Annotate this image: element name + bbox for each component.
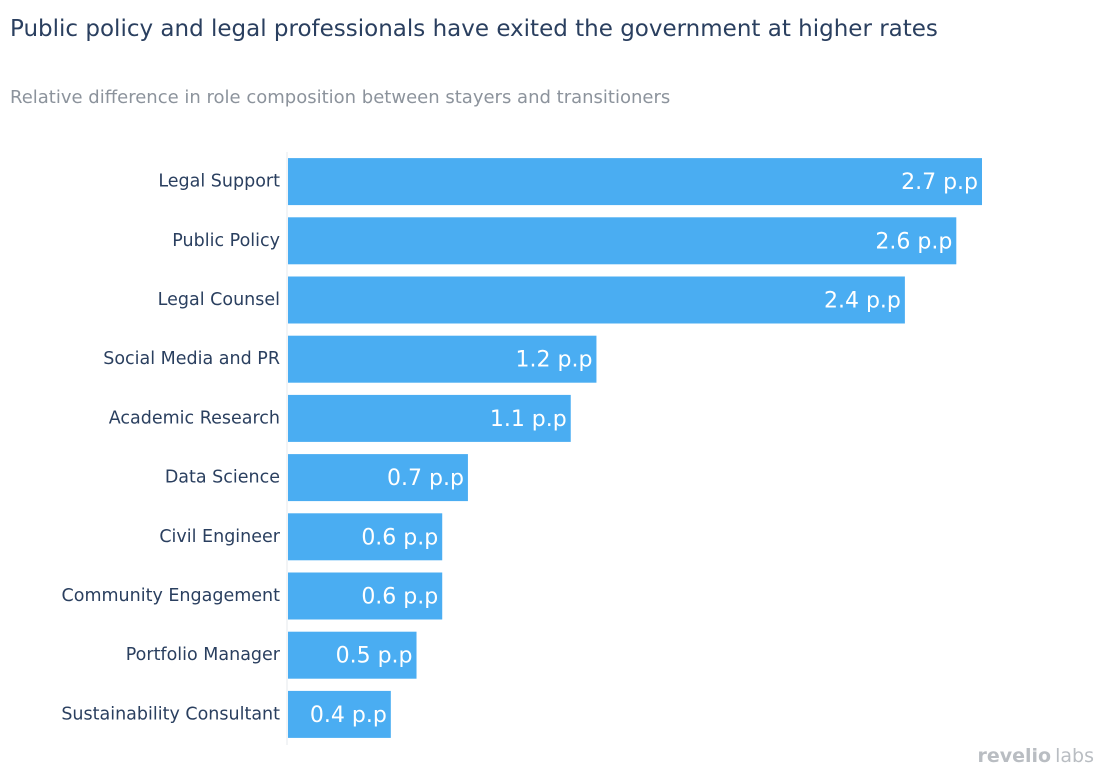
bar xyxy=(288,690,391,738)
bars-group: Legal Support 2.7 p.p Public Policy 2.6 p.p… xyxy=(61,158,982,738)
category-label: Data Science xyxy=(165,468,280,488)
value-label: 0.6 p.p xyxy=(361,525,438,550)
category-label: Portfolio Manager xyxy=(126,645,281,665)
value-label: 2.7 p.p xyxy=(901,170,978,195)
value-label: 2.4 p.p xyxy=(824,289,901,314)
bar xyxy=(288,631,417,679)
category-label: Community Engagement xyxy=(62,586,281,606)
value-label: 1.2 p.p xyxy=(516,348,593,373)
chart-subtitle: Relative difference in role composition … xyxy=(10,87,670,108)
value-label: 0.5 p.p xyxy=(336,644,413,669)
value-label: 0.4 p.p xyxy=(310,703,387,728)
value-label: 0.7 p.p xyxy=(387,466,464,491)
category-label: Civil Engineer xyxy=(159,527,280,547)
value-label: 1.1 p.p xyxy=(490,407,567,432)
brand-logo-part2: labs xyxy=(1055,745,1094,767)
brand-logo-part1: revelio xyxy=(978,745,1052,767)
category-label: Academic Research xyxy=(109,408,280,428)
brand-logo: revelio labs xyxy=(978,745,1095,767)
chart-title: Public policy and legal professionals ha… xyxy=(10,16,938,42)
category-label: Legal Support xyxy=(158,172,280,192)
bar xyxy=(288,394,571,442)
category-label: Legal Counsel xyxy=(158,290,280,310)
bar xyxy=(288,513,443,561)
bar xyxy=(288,454,468,502)
bar xyxy=(288,276,905,324)
bar xyxy=(288,572,443,620)
category-label: Social Media and PR xyxy=(103,349,280,369)
category-label: Sustainability Consultant xyxy=(61,704,280,724)
bar xyxy=(288,217,957,265)
bar xyxy=(288,335,597,383)
value-label: 0.6 p.p xyxy=(361,585,438,610)
category-label: Public Policy xyxy=(172,231,280,251)
value-label: 2.6 p.p xyxy=(875,229,952,254)
bar xyxy=(288,158,982,206)
